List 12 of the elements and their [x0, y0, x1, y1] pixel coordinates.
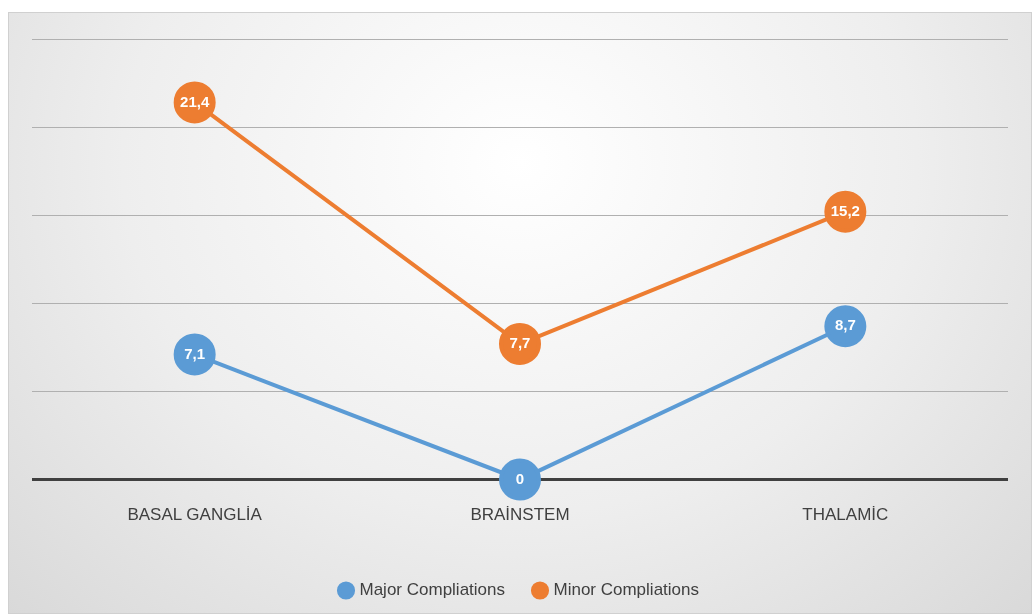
data-label: 21,4 — [180, 92, 210, 110]
x-tick-label: THALAMİC — [802, 505, 889, 525]
data-label: 7,7 — [509, 334, 531, 352]
legend-label: Major Compliations — [359, 580, 505, 600]
x-tick-label: BASAL GANGLİA — [127, 505, 263, 525]
legend-label: Minor Compliations — [553, 580, 699, 600]
data-label: 8,7 — [834, 316, 856, 334]
data-label: 0 — [515, 469, 525, 487]
data-label: 15,2 — [830, 201, 860, 219]
point — [499, 458, 541, 501]
data-label: 7,1 — [184, 344, 206, 362]
x-tick-label: BRAİNSTEM — [470, 505, 570, 525]
